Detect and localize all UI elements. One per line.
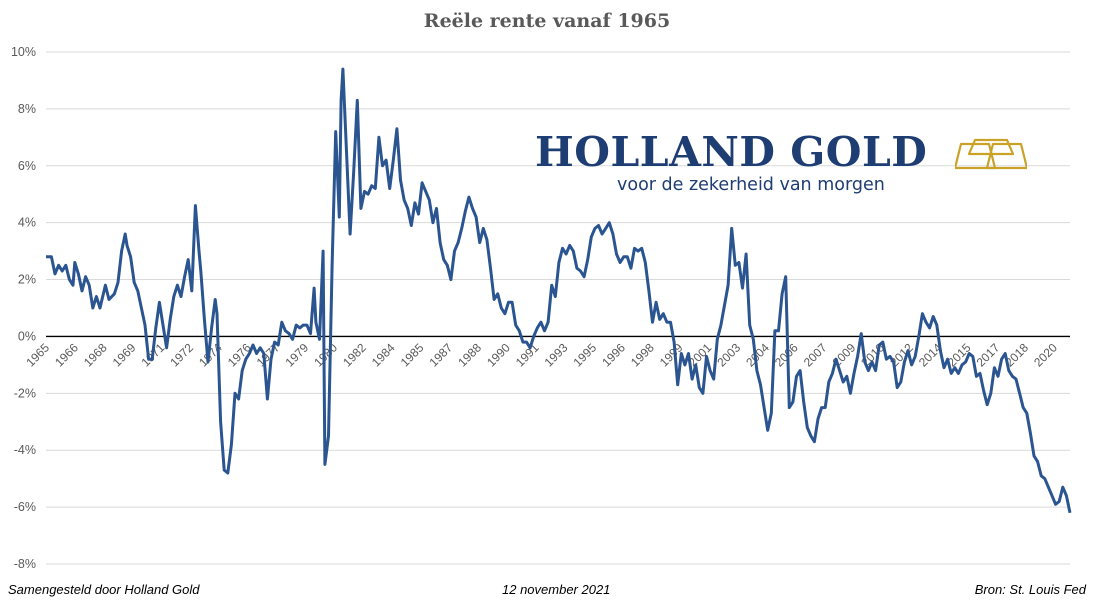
x-tick-label: 1995 [570, 340, 599, 369]
series-line [46, 67, 1072, 514]
x-tick-label: 1972 [167, 340, 196, 369]
y-tick-label: 0% [18, 329, 36, 343]
y-tick-label: 4% [18, 216, 36, 230]
x-tick-label: 1990 [484, 340, 513, 369]
x-tick-label: 2003 [714, 340, 743, 369]
x-tick-label: 1968 [81, 340, 110, 369]
x-tick-label: 1984 [369, 340, 398, 369]
gold-bars-icon [955, 138, 1027, 170]
x-tick-label: 1965 [23, 340, 52, 369]
x-tick-label: 1998 [628, 340, 657, 369]
y-tick-label: 2% [18, 273, 36, 287]
y-axis: 10% 8% 6% 4% 2% 0% -2% -4% -6% -8% [11, 45, 36, 571]
x-tick-label: 1982 [340, 340, 369, 369]
x-tick-label: 2007 [801, 340, 830, 369]
footer-source: Bron: St. Louis Fed [974, 582, 1086, 597]
x-tick-label: 2020 [1031, 340, 1060, 369]
x-tick-label: 1966 [52, 340, 81, 369]
chart-title: Reële rente vanaf 1965 [423, 10, 671, 32]
x-tick-label: 1988 [455, 340, 484, 369]
x-tick-label: 1985 [398, 340, 427, 369]
x-tick-label: 1987 [426, 340, 455, 369]
y-tick-label: -2% [14, 386, 36, 400]
y-tick-label: 10% [11, 45, 36, 59]
logo-tagline: voor de zekerheid van morgen [617, 175, 885, 195]
y-tick-label: -6% [14, 500, 36, 514]
x-tick-label: 1993 [542, 340, 571, 369]
footer-credit: Samengesteld door Holland Gold [8, 582, 200, 597]
y-tick-label: 6% [18, 159, 36, 173]
x-tick-label: 2017 [974, 340, 1003, 369]
holland-gold-logo: HOLLAND GOLD voor de zekerheid van morge… [535, 128, 1035, 200]
y-tick-label: -8% [14, 557, 36, 571]
x-tick-label: 1980 [311, 340, 340, 369]
x-tick-label: 1996 [599, 340, 628, 369]
logo-name: HOLLAND GOLD [535, 128, 928, 176]
x-tick-label: 1969 [110, 340, 139, 369]
x-tick-label: 1979 [282, 340, 311, 369]
y-tick-label: -4% [14, 443, 36, 457]
y-tick-label: 8% [18, 102, 36, 116]
footer-date: 12 november 2021 [502, 582, 611, 597]
